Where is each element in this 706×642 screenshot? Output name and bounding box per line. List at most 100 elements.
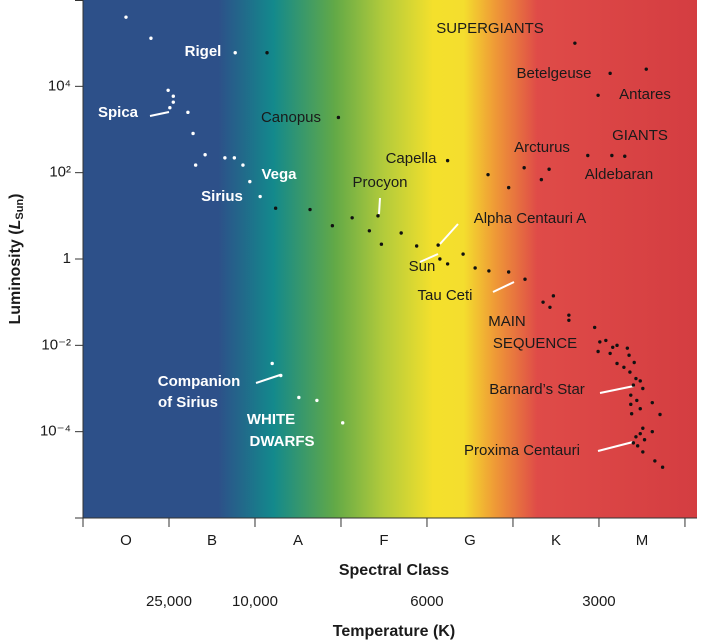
annotation: Canopus	[261, 109, 321, 126]
leader-line	[149, 111, 170, 117]
star-point	[627, 353, 631, 357]
star-point	[438, 257, 442, 261]
annotation: Sun	[409, 258, 436, 275]
y-title-subscript: Sun	[14, 199, 26, 220]
star-point	[265, 51, 269, 55]
star-point	[191, 131, 195, 136]
star-point	[650, 400, 654, 405]
annotation: Spica	[98, 104, 139, 121]
star-point	[629, 393, 633, 397]
annotation: Vega	[261, 166, 297, 183]
star-point	[567, 318, 571, 323]
x-tick-label: K	[551, 532, 561, 549]
star-point	[644, 67, 648, 71]
star-point	[376, 214, 380, 218]
annotation: Aldebaran	[585, 166, 653, 183]
star-point	[248, 179, 252, 184]
star-point	[592, 325, 597, 330]
star-point	[541, 300, 545, 304]
star-point	[615, 343, 619, 348]
star-point	[279, 373, 283, 378]
leader-line	[597, 441, 634, 452]
star-point	[629, 412, 634, 416]
x-tick-label: B	[207, 532, 217, 549]
y-tick-label: 10⁻²	[41, 336, 71, 353]
star-point	[634, 376, 638, 381]
x-tick-label: O	[120, 532, 132, 549]
y-title-part: )	[7, 194, 24, 199]
annotation: Procyon	[352, 174, 407, 191]
leader-line	[439, 223, 459, 245]
plot-background	[83, 0, 697, 518]
annotation: SEQUENCE	[493, 335, 577, 352]
star-point	[522, 166, 526, 170]
star-point	[632, 360, 636, 365]
star-point	[350, 216, 354, 220]
x2-tick-label: 6000	[410, 593, 443, 610]
star-point	[461, 252, 465, 256]
star-point	[171, 94, 175, 98]
star-point	[598, 340, 602, 344]
star-point	[631, 383, 636, 387]
annotation: Antares	[619, 86, 671, 103]
annotation: MAIN	[488, 313, 526, 330]
star-point	[223, 156, 227, 160]
x-tick-label: F	[379, 532, 388, 549]
star-point	[445, 158, 450, 163]
star-point	[124, 15, 128, 19]
star-point	[297, 395, 301, 400]
star-point	[548, 305, 552, 310]
star-point	[610, 153, 614, 158]
star-point	[623, 154, 627, 158]
star-point	[635, 398, 639, 403]
annotation: DWARFS	[250, 433, 315, 450]
star-point	[650, 429, 654, 434]
star-point	[523, 277, 527, 281]
x2-tick-label: 25,000	[146, 593, 192, 610]
x2-tick-label: 3000	[582, 593, 615, 610]
leader-line	[492, 281, 515, 293]
star-point	[233, 51, 237, 55]
star-point	[258, 194, 262, 199]
star-point	[241, 163, 245, 167]
y-axis-title: Luminosity (LSun)	[7, 194, 26, 325]
star-point	[567, 313, 571, 317]
star-point	[341, 421, 345, 425]
star-point	[336, 115, 341, 120]
x2-tick-label: 10,000	[232, 593, 278, 610]
annotation: Tau Ceti	[417, 287, 472, 304]
star-point	[506, 185, 511, 190]
star-point	[166, 88, 170, 92]
star-point	[638, 407, 642, 411]
star-point	[638, 379, 642, 383]
leader-line	[378, 197, 381, 215]
y-tick-label: 10⁴	[48, 77, 71, 94]
star-point	[660, 465, 665, 469]
star-point	[622, 365, 626, 369]
x-axis-title: Spectral Class	[339, 562, 449, 579]
star-point	[596, 349, 600, 354]
star-point	[653, 459, 657, 463]
star-point	[625, 346, 630, 350]
annotation: of Sirius	[158, 394, 218, 411]
y-tick-label: 10²	[49, 164, 71, 181]
star-point	[615, 361, 619, 366]
star-point	[608, 351, 612, 356]
annotation: GIANTS	[612, 127, 668, 144]
star-point	[308, 207, 312, 212]
star-point	[203, 153, 207, 157]
star-point	[634, 435, 638, 439]
star-point	[635, 444, 640, 448]
star-point	[367, 229, 372, 233]
y-tick-label: 1	[63, 250, 71, 267]
x2-axis-title: Temperature (K)	[333, 623, 455, 640]
star-point	[641, 450, 645, 454]
annotation: WHITE	[247, 411, 295, 428]
annotation: Arcturus	[514, 139, 570, 156]
annotation: Companion	[158, 373, 241, 390]
star-point	[611, 345, 615, 350]
annotation: Capella	[386, 150, 438, 167]
leader-line	[255, 374, 281, 384]
annotation: Betelgeuse	[516, 65, 591, 82]
